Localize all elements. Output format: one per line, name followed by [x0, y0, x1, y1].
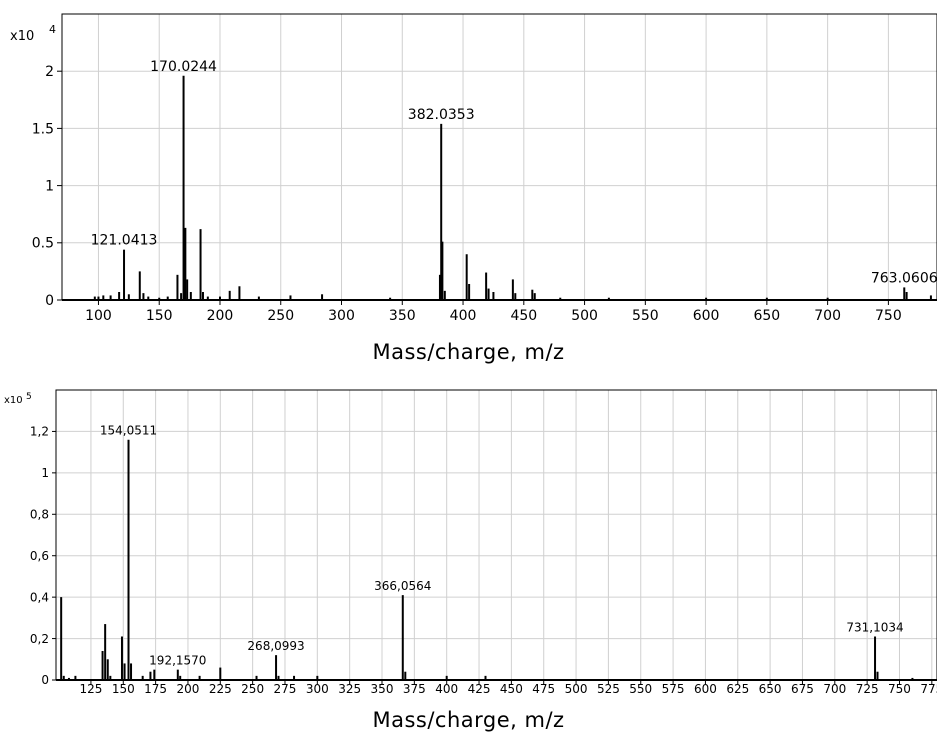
x-tick-label: 350 [371, 682, 394, 696]
x-tick-label: 750 [875, 308, 902, 324]
y-multiplier: x10 [10, 29, 34, 44]
x-tick-label: 275 [274, 682, 297, 696]
x-tick-label: 225 [209, 682, 232, 696]
y-tick-label: 2 [45, 64, 54, 80]
x-tick-label: 550 [629, 682, 652, 696]
peak-label: 366,0564 [374, 579, 431, 593]
y-tick-label: 0,4 [30, 590, 49, 604]
y-tick-label: 1,2 [30, 425, 49, 439]
y-tick-label: 0.5 [32, 236, 54, 252]
y-tick-label: 0,2 [30, 632, 49, 646]
x-tick-label: 250 [241, 682, 264, 696]
x-tick-label: 150 [146, 308, 173, 324]
y-tick-label: 0 [45, 293, 54, 309]
x-tick-label: 700 [823, 682, 846, 696]
x-tick-label: 400 [450, 308, 477, 324]
x-tick-label: 675 [791, 682, 814, 696]
x-tick-label: 400 [435, 682, 458, 696]
x-tick-label: 600 [694, 682, 717, 696]
peak-label: 170.0244 [150, 59, 217, 75]
x-tick-label: 450 [500, 682, 523, 696]
x-tick-label: 100 [85, 308, 112, 324]
y-exponent: 4 [49, 23, 56, 36]
y-tick-label: 0,8 [30, 507, 49, 521]
x-tick-label: 175 [144, 682, 167, 696]
x-tick-label: 550 [632, 308, 659, 324]
x-axis-label-2: Mass/charge, m/z [372, 708, 565, 732]
x-tick-label: 725 [856, 682, 879, 696]
y-exponent: 5 [26, 392, 32, 402]
x-tick-label: 525 [597, 682, 620, 696]
x-tick-label: 300 [328, 308, 355, 324]
x-tick-label: 200 [207, 308, 234, 324]
plot-frame [61, 13, 937, 301]
x-tick-label: 625 [726, 682, 749, 696]
y-tick-label: 1.5 [32, 121, 54, 137]
x-tick-label: 775 [920, 682, 937, 696]
peak-label: 121.0413 [91, 233, 158, 249]
x-tick-label: 500 [571, 308, 598, 324]
x-tick-label: 325 [338, 682, 361, 696]
x-tick-label: 475 [532, 682, 555, 696]
x-axis-label-1: Mass/charge, m/z [372, 340, 565, 364]
y-tick-label: 0 [41, 673, 49, 687]
x-tick-label: 600 [693, 308, 720, 324]
spectrum-chart-1: 121.0413 170.0244 382.0353 763.0606 100 150 20… [10, 13, 937, 364]
x-tick-label: 650 [759, 682, 782, 696]
x-tick-label: 500 [565, 682, 588, 696]
x-tick-label: 125 [79, 682, 102, 696]
y-tick-label: 0,6 [30, 549, 49, 563]
x-tick-label: 650 [753, 308, 780, 324]
y-tick-label: 1 [41, 466, 49, 480]
spectrum-plot-2: 154,0511 192,1570 268,0993 366,0564 731,1034… [4, 389, 937, 696]
spectrum-chart-2: 154,0511 192,1570 268,0993 366,0564 731,1034… [0, 378, 937, 734]
peak-label: 731,1034 [846, 621, 903, 635]
x-tick-label: 250 [267, 308, 294, 324]
peak-label: 154,0511 [100, 424, 157, 438]
x-tick-label: 700 [814, 308, 841, 324]
x-tick-label: 300 [306, 682, 329, 696]
peak-label: 382.0353 [408, 107, 475, 123]
x-tick-label: 450 [510, 308, 537, 324]
x-tick-label: 750 [888, 682, 911, 696]
x-tick-label: 150 [112, 682, 135, 696]
x-tick-label: 425 [468, 682, 491, 696]
x-tick-label: 575 [662, 682, 685, 696]
y-tick-label: 1 [45, 179, 54, 195]
x-tick-label: 350 [389, 308, 416, 324]
y-multiplier: x10 [4, 395, 23, 406]
x-tick-label: 200 [177, 682, 200, 696]
peak-label: 763.0606 [871, 270, 937, 286]
peak-label: 192,1570 [149, 654, 206, 668]
x-tick-label: 375 [403, 682, 426, 696]
peak-label: 268,0993 [247, 639, 304, 653]
